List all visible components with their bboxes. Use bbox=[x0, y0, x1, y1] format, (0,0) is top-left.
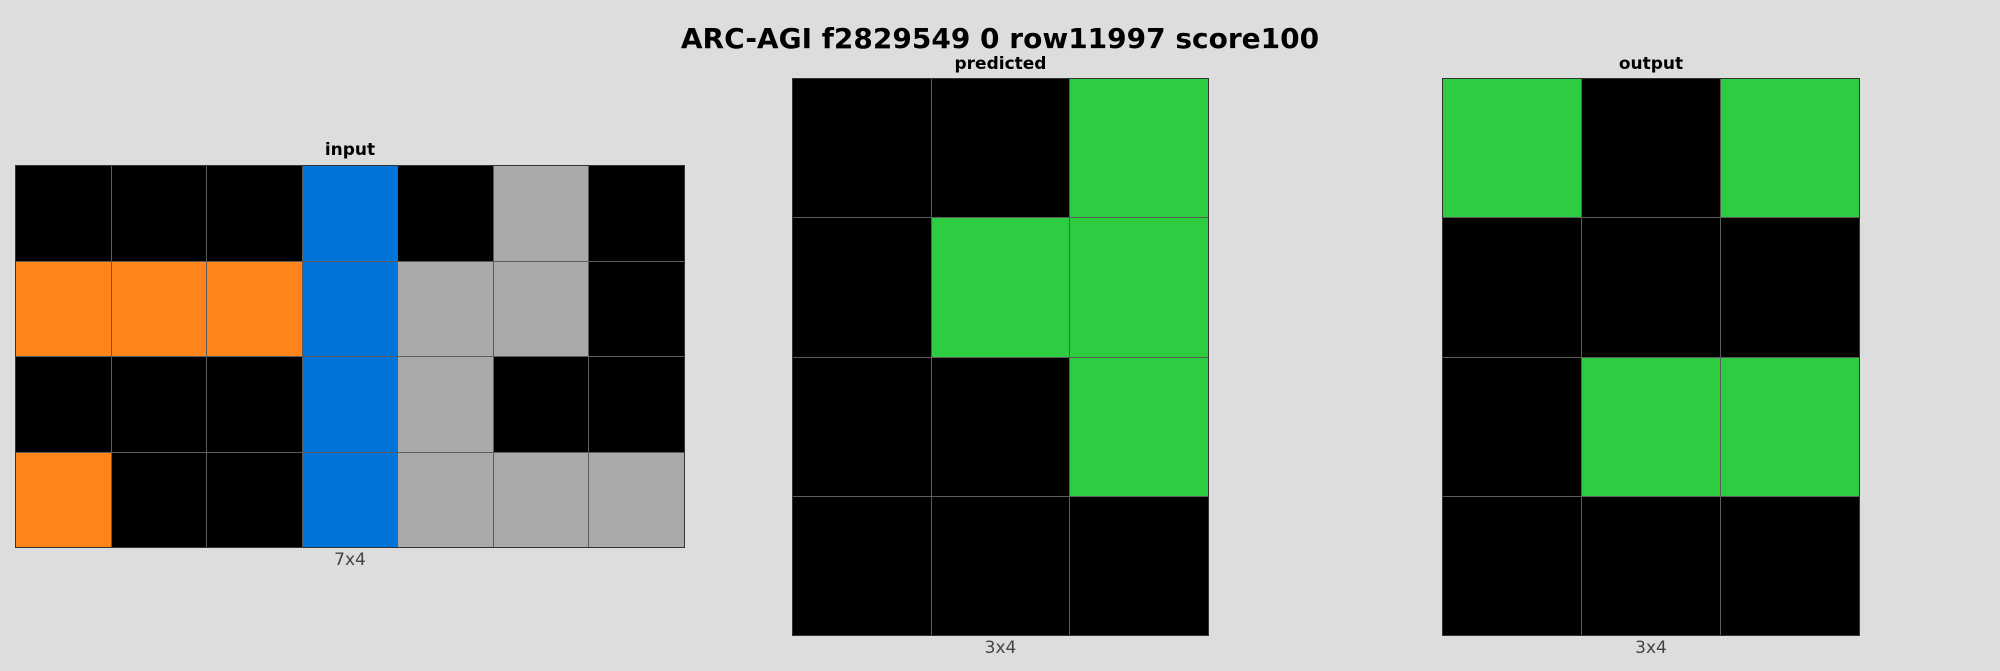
input-cell bbox=[493, 452, 589, 547]
input-cell bbox=[302, 166, 398, 261]
output-cell bbox=[1721, 496, 1859, 635]
input-panel: input 7x4 bbox=[15, 138, 685, 578]
output-cell bbox=[1443, 496, 1581, 635]
input-cell bbox=[398, 166, 493, 261]
input-cell bbox=[493, 261, 589, 356]
input-cell bbox=[111, 452, 207, 547]
input-cell bbox=[207, 452, 302, 547]
output-panel-title: output bbox=[1618, 54, 1684, 74]
input-cell bbox=[493, 357, 589, 452]
output-dimensions: 3x4 bbox=[1635, 638, 1667, 658]
input-cell bbox=[16, 452, 111, 547]
input-cell bbox=[493, 166, 589, 261]
predicted-cell bbox=[1070, 357, 1208, 496]
input-cell bbox=[302, 452, 398, 547]
input-cell bbox=[302, 261, 398, 356]
input-cell bbox=[111, 261, 207, 356]
predicted-grid bbox=[792, 78, 1209, 636]
output-cell bbox=[1582, 218, 1720, 357]
output-cell bbox=[1443, 218, 1581, 357]
input-cell bbox=[589, 357, 684, 452]
predicted-cell bbox=[793, 496, 931, 635]
predicted-cell bbox=[793, 357, 931, 496]
output-cell bbox=[1582, 79, 1720, 218]
input-cell bbox=[398, 357, 493, 452]
figure-title: ARC-AGI f2829549 0 row11997 score100 bbox=[680, 22, 1320, 55]
predicted-cell bbox=[793, 79, 931, 218]
predicted-cell bbox=[1070, 496, 1208, 635]
output-cell bbox=[1443, 357, 1581, 496]
input-grid bbox=[15, 165, 685, 548]
predicted-cell bbox=[931, 496, 1070, 635]
output-panel: output 3x4 bbox=[1442, 52, 1860, 664]
output-grid bbox=[1442, 78, 1860, 636]
input-cell bbox=[111, 166, 207, 261]
output-cell bbox=[1443, 79, 1581, 218]
predicted-cell bbox=[931, 357, 1070, 496]
input-panel-title: input bbox=[324, 140, 376, 160]
predicted-cell bbox=[1070, 218, 1208, 357]
output-cell bbox=[1721, 79, 1859, 218]
input-cell bbox=[589, 452, 684, 547]
input-cell bbox=[111, 357, 207, 452]
predicted-cell bbox=[793, 218, 931, 357]
input-cell bbox=[302, 357, 398, 452]
input-cell bbox=[589, 261, 684, 356]
input-cell bbox=[207, 166, 302, 261]
input-dimensions: 7x4 bbox=[334, 550, 366, 570]
predicted-cell bbox=[931, 218, 1070, 357]
predicted-panel: predicted 3x4 bbox=[792, 52, 1209, 664]
output-cell bbox=[1721, 218, 1859, 357]
input-cell bbox=[398, 261, 493, 356]
input-cell bbox=[398, 452, 493, 547]
input-cell bbox=[207, 357, 302, 452]
output-cell bbox=[1582, 496, 1720, 635]
input-cell bbox=[16, 357, 111, 452]
predicted-dimensions: 3x4 bbox=[984, 638, 1017, 658]
predicted-panel-title: predicted bbox=[954, 54, 1047, 74]
output-cell bbox=[1582, 357, 1720, 496]
input-cell bbox=[16, 166, 111, 261]
predicted-cell bbox=[1070, 79, 1208, 218]
output-cell bbox=[1721, 357, 1859, 496]
predicted-cell bbox=[931, 79, 1070, 218]
input-cell bbox=[16, 261, 111, 356]
input-cell bbox=[589, 166, 684, 261]
input-cell bbox=[207, 261, 302, 356]
